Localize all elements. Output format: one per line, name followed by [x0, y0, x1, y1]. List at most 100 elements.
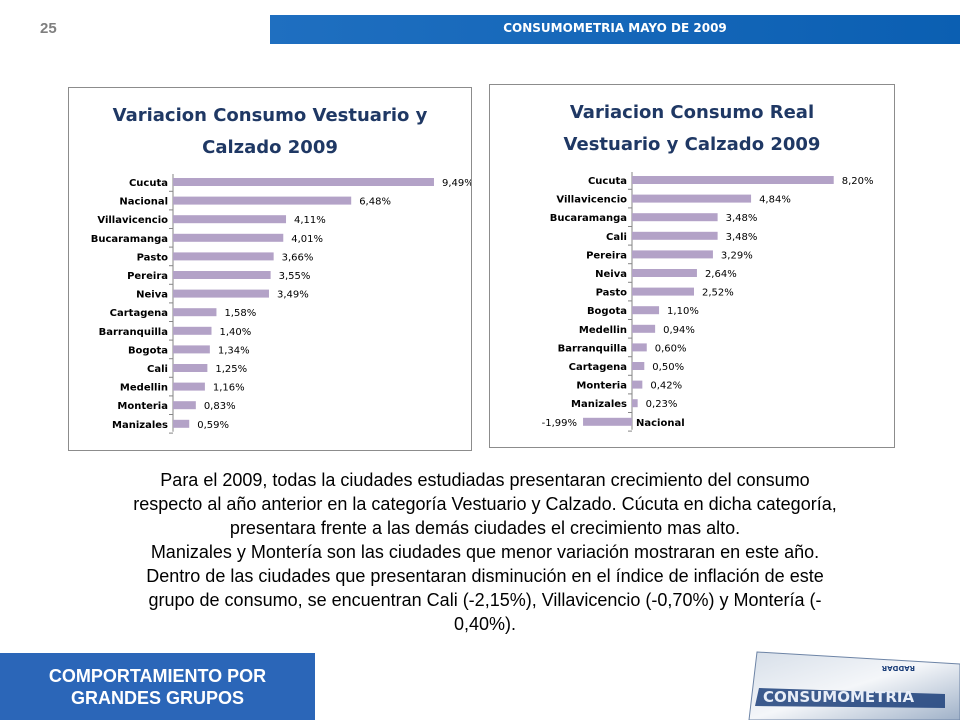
category-label: Monteria: [576, 381, 627, 392]
bar: [632, 362, 645, 370]
bar: [173, 233, 284, 242]
consumometria-logo: CONSUMOMETRIA RADDAR: [745, 648, 960, 720]
analysis-line: 0,40%).: [453, 614, 517, 634]
category-label: Bucaramanga: [91, 234, 168, 245]
category-label: Nacional: [119, 197, 168, 208]
chart-1-svg: Variacion Consumo Vestuario y Calzado 200…: [91, 105, 471, 434]
bar: [173, 289, 269, 298]
value-label: 1,16%: [213, 383, 245, 394]
bar: [632, 324, 656, 333]
bar: [173, 401, 196, 410]
value-label: 1,40%: [220, 327, 252, 338]
bar: [632, 380, 643, 389]
value-label: 8,20%: [842, 176, 874, 187]
value-label: 0,59%: [197, 420, 229, 431]
value-label: 3,66%: [282, 252, 314, 263]
value-label: 0,60%: [655, 343, 687, 354]
category-label: Bucaramanga: [550, 213, 627, 224]
bar: [632, 250, 713, 259]
value-label: -1,99%: [542, 418, 577, 429]
category-label: Cali: [606, 232, 627, 243]
chart-title-line: Variacion Consumo Vestuario y: [113, 105, 428, 126]
value-label: 4,11%: [294, 215, 326, 226]
category-label: Barranquilla: [99, 327, 168, 338]
category-label: Cucuta: [588, 176, 627, 187]
logo-text: CONSUMOMETRIA: [763, 688, 915, 706]
bar: [173, 345, 210, 354]
bar: [583, 417, 632, 426]
bar: [173, 215, 287, 224]
category-label: Cartagena: [110, 308, 168, 319]
category-label: Villavicencio: [556, 195, 627, 206]
section-label: COMPORTAMIENTO POR GRANDES GRUPOS: [0, 653, 315, 720]
value-label: 3,29%: [721, 250, 753, 261]
analysis-line: presentara frente a las demás ciudades e…: [229, 518, 741, 538]
bar: [632, 269, 697, 277]
chart-title-line: Vestuario y Calzado 2009: [564, 134, 821, 155]
section-label-line-1: COMPORTAMIENTO POR: [48, 665, 267, 686]
bar: [173, 252, 274, 261]
category-label: Pereira: [127, 271, 168, 282]
category-label: Barranquilla: [558, 343, 627, 354]
category-label: Bogota: [587, 306, 627, 317]
category-label: Pereira: [586, 250, 627, 261]
bar: [173, 196, 352, 205]
header-bar: CONSUMOMETRIA MAYO DE 2009: [270, 15, 960, 44]
category-label: Nacional: [636, 418, 685, 429]
category-label: Cartagena: [569, 362, 627, 373]
value-label: 2,64%: [705, 269, 737, 280]
value-label: 1,25%: [215, 364, 247, 375]
analysis-line: Para el 2009, todas la ciudades estudiad…: [160, 470, 810, 490]
value-label: 2,52%: [702, 288, 734, 299]
bar: [173, 271, 271, 279]
category-label: Medellin: [120, 383, 168, 394]
bar: [632, 343, 647, 352]
bar: [173, 326, 212, 335]
value-label: 1,58%: [224, 308, 256, 319]
page-number: 25: [40, 20, 57, 37]
header-title: CONSUMOMETRIA MAYO DE 2009: [503, 21, 727, 35]
bar: [173, 419, 190, 428]
bar: [173, 364, 208, 372]
chart-2-svg: Variacion Consumo Real Vestuario y Calzad…: [542, 102, 874, 432]
category-label: Monteria: [117, 401, 168, 412]
chart-title-line: Calzado 2009: [202, 137, 338, 158]
bar: [632, 287, 694, 296]
bar: [632, 176, 834, 184]
value-label: 1,34%: [218, 345, 250, 356]
analysis-text: Para el 2009, todas la ciudades estudiad…: [55, 468, 915, 636]
value-label: 9,49%: [442, 178, 471, 189]
category-label: Manizales: [571, 399, 627, 410]
analysis-line: respecto al año anterior en la categoría…: [133, 494, 837, 514]
analysis-line: Dentro de las ciudades que presentaran d…: [146, 566, 824, 586]
value-label: 4,84%: [759, 195, 791, 206]
value-label: 3,49%: [277, 290, 309, 301]
bar: [632, 213, 718, 222]
category-label: Cali: [147, 364, 168, 375]
category-label: Neiva: [595, 269, 627, 280]
chart-real-vestuario-calzado: Variacion Consumo Real Vestuario y Calzad…: [489, 84, 895, 448]
logo-graphic: CONSUMOMETRIA RADDAR: [748, 651, 960, 720]
value-label: 6,48%: [359, 197, 391, 208]
analysis-line: grupo de consumo, se encuentran Cali (-2…: [148, 590, 822, 610]
bar: [173, 308, 217, 317]
bar: [632, 231, 718, 240]
logo-subtext: RADDAR: [881, 664, 915, 672]
category-label: Pasto: [596, 288, 628, 299]
category-label: Cucuta: [129, 178, 168, 189]
value-label: 0,42%: [650, 381, 682, 392]
category-label: Bogota: [128, 345, 168, 356]
value-label: 0,94%: [663, 325, 695, 336]
analysis-line: Manizales y Montería son las ciudades qu…: [150, 542, 820, 562]
value-label: 0,23%: [646, 399, 678, 410]
category-label: Neiva: [136, 290, 168, 301]
value-label: 3,48%: [726, 213, 758, 224]
value-label: 1,10%: [667, 306, 699, 317]
section-label-line-2: GRANDES GRUPOS: [70, 687, 245, 708]
bar: [632, 399, 638, 408]
chart-title-line: Variacion Consumo Real: [570, 102, 814, 123]
bar: [173, 382, 205, 391]
bar: [632, 194, 752, 203]
category-label: Medellin: [579, 325, 627, 336]
value-label: 3,55%: [279, 271, 311, 282]
